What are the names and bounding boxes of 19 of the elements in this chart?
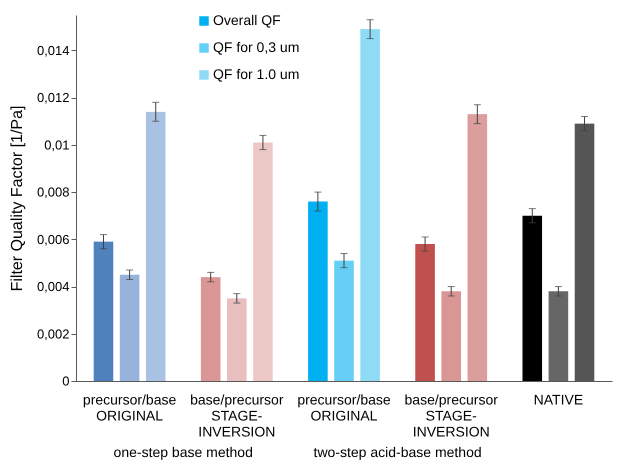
- x-tick-label: NATIVE: [534, 392, 584, 408]
- y-tick-label: 0,004: [36, 279, 70, 294]
- y-tick-label: 0,012: [36, 90, 70, 106]
- x-tick-label: precursor/base ORIGINAL: [297, 392, 391, 424]
- y-tick-label: 0,008: [36, 184, 70, 200]
- y-tick-label: 0: [62, 374, 70, 388]
- x-tick-label: precursor/base ORIGINAL: [82, 392, 176, 424]
- y-axis-title: Filter Quality Factor [1/Pa]: [8, 106, 26, 292]
- x-tick-label: base/precursor STAGE- INVERSION: [190, 392, 284, 440]
- legend-label: Overall QF: [213, 12, 281, 28]
- legend-label: QF for 0,3 um: [213, 39, 300, 55]
- text: two-step acid-base method: [314, 444, 482, 460]
- y-tick-label: 0,014: [36, 42, 70, 58]
- text: one-step base method: [114, 444, 253, 460]
- y-tick-label: 0,006: [36, 232, 70, 247]
- x-tick-label: base/precursor STAGE- INVERSION: [404, 392, 498, 440]
- y-tick-label: 0,002: [36, 326, 70, 342]
- y-tick-label: 0,01: [44, 137, 70, 152]
- legend-label: QF for 1.0 um: [213, 66, 300, 82]
